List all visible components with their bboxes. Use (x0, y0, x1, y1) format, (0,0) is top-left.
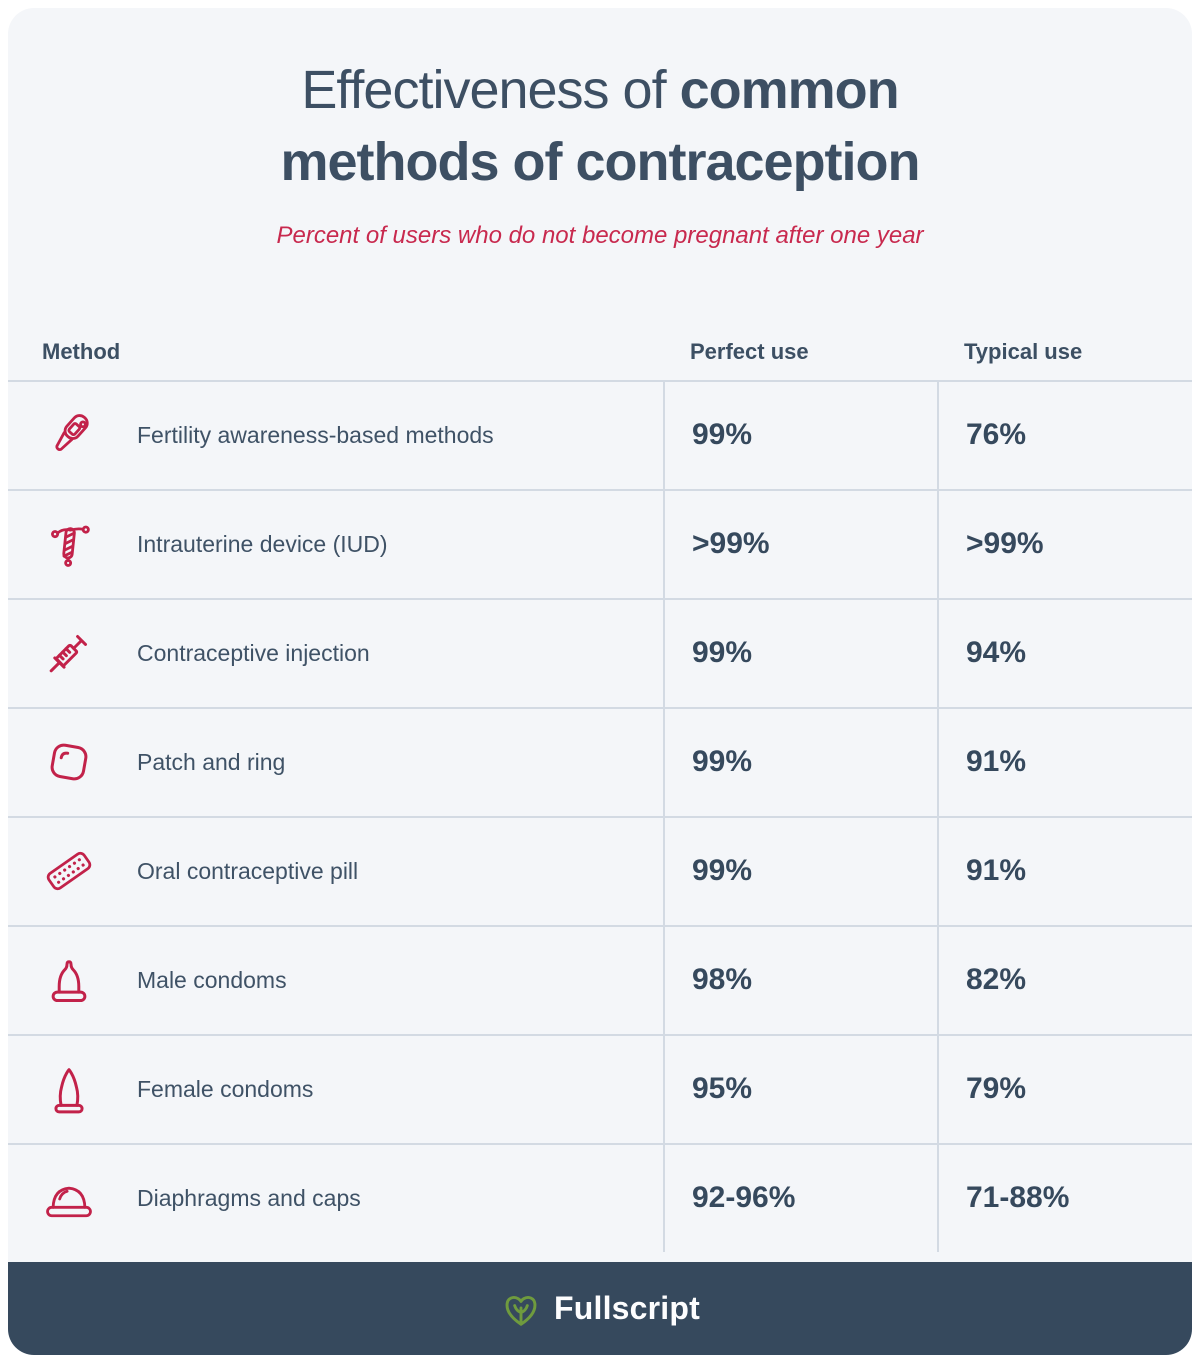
footer: Fullscript (8, 1262, 1192, 1355)
method-label: Intrauterine device (IUD) (137, 530, 388, 557)
perfect-use-value: 95% (663, 1035, 937, 1143)
typical-use-value: 76% (937, 381, 1192, 489)
typical-use-value: 79% (937, 1035, 1192, 1143)
table-header: Method Perfect use Typical use (8, 339, 1192, 380)
female-condom-icon (38, 1061, 100, 1117)
method-cell: Fertility awareness-based methods (8, 382, 663, 489)
method-cell: Male condoms (8, 927, 663, 1034)
table-row: Oral contraceptive pill 99% 91% (8, 815, 1192, 925)
typical-use-value: 91% (937, 708, 1192, 816)
title-regular: Effectiveness of (301, 60, 666, 120)
typical-use-value: 91% (937, 817, 1192, 925)
method-label: Oral contraceptive pill (137, 857, 359, 884)
method-cell: Patch and ring (8, 709, 663, 816)
perfect-use-value: >99% (663, 490, 937, 598)
title-bold-line2: methods of contraception (280, 132, 920, 193)
method-cell: Intrauterine device (IUD) (8, 491, 663, 598)
method-cell: Diaphragms and caps (8, 1145, 663, 1252)
method-label: Contraceptive injection (137, 639, 370, 666)
iud-icon (38, 516, 100, 572)
page-subtitle: Percent of users who do not become pregn… (276, 221, 924, 249)
method-cell: Oral contraceptive pill (8, 818, 663, 925)
perfect-use-value: 92-96% (663, 1144, 937, 1252)
table-row: Male condoms 98% 82% (8, 924, 1192, 1034)
table-row: Patch and ring 99% 91% (8, 706, 1192, 816)
title-bold-line1: common (679, 60, 900, 120)
table-row: Diaphragms and caps 92-96% 71-88% (8, 1142, 1192, 1252)
column-header-perfect-use: Perfect use (690, 338, 809, 364)
typical-use-value: 82% (937, 926, 1192, 1034)
infographic-card: Effectiveness of common methods of contra… (8, 8, 1192, 1355)
column-header-method: Method (42, 338, 121, 364)
table-body: Fertility awareness-based methods 99% 76… (8, 379, 1192, 1252)
method-label: Fertility awareness-based methods (137, 421, 494, 448)
patch-icon (38, 734, 100, 790)
perfect-use-value: 99% (663, 817, 937, 925)
typical-use-value: >99% (937, 490, 1192, 598)
method-label: Male condoms (137, 966, 287, 993)
method-label: Female condoms (137, 1075, 314, 1102)
fullscript-leaf-icon (500, 1288, 542, 1330)
pill-blister-icon (38, 843, 100, 899)
brand-name: Fullscript (553, 1290, 700, 1326)
effectiveness-table: Method Perfect use Typical use Fertility… (8, 339, 1192, 1252)
perfect-use-value: 99% (663, 381, 937, 489)
method-cell: Contraceptive injection (8, 600, 663, 707)
method-label: Patch and ring (137, 748, 286, 775)
perfect-use-value: 98% (663, 926, 937, 1034)
syringe-icon (38, 625, 100, 681)
table-row: Intrauterine device (IUD) >99% >99% (8, 488, 1192, 598)
typical-use-value: 71-88% (937, 1144, 1192, 1252)
method-label: Diaphragms and caps (137, 1184, 361, 1211)
perfect-use-value: 99% (663, 599, 937, 707)
male-condom-icon (38, 952, 100, 1008)
typical-use-value: 94% (937, 599, 1192, 707)
diaphragm-icon (38, 1170, 100, 1226)
table-row: Contraceptive injection 99% 94% (8, 597, 1192, 707)
method-cell: Female condoms (8, 1036, 663, 1143)
page-title: Effectiveness of common methods of contra… (8, 54, 1192, 199)
thermometer-icon (38, 407, 100, 463)
table-row: Fertility awareness-based methods 99% 76… (8, 379, 1192, 489)
table-row: Female condoms 95% 79% (8, 1033, 1192, 1143)
perfect-use-value: 99% (663, 708, 937, 816)
column-header-typical-use: Typical use (964, 338, 1083, 364)
